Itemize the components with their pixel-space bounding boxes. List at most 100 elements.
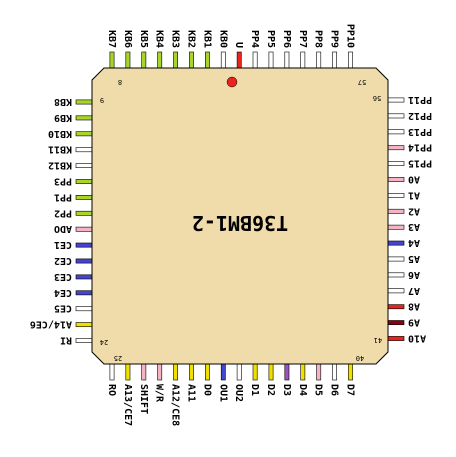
bottom-pin-7-lead [205, 363, 210, 381]
left-pin-16-label: RI [60, 335, 72, 346]
pin1-marker [226, 76, 238, 88]
left-pin-2-label: KB9 [54, 112, 72, 123]
top-pin-12-label: PP6 [281, 30, 292, 48]
bottom-pin-15-label: D6 [329, 384, 340, 396]
bottom-pin-2-label: A13/CE7 [122, 384, 133, 426]
bottom-pin-15-lead [332, 363, 337, 381]
right-pin-8-label: A2 [408, 205, 420, 216]
pin-number-bottom-right: 40 [356, 354, 364, 362]
top-pin-11-lead [268, 51, 274, 69]
left-pin-15-label: A14/CE6 [30, 319, 72, 330]
right-pin-11-label: A5 [408, 253, 420, 264]
right-pin-7-lead [387, 193, 405, 198]
top-pin-4-lead [157, 51, 163, 69]
bottom-pin-10-label: D1 [249, 384, 260, 396]
right-pin-6-lead [387, 177, 405, 182]
left-pin-12-lead [75, 274, 93, 280]
chip-body [91, 67, 389, 365]
top-pin-10-label: PP4 [249, 30, 260, 48]
right-pin-1-lead [387, 97, 405, 103]
left-pin-1-lead [75, 99, 93, 105]
right-pin-9-lead [387, 224, 405, 230]
bottom-pin-11-lead [268, 363, 274, 381]
top-pin-1-label: KB7 [106, 30, 117, 48]
pin-number-bottom-left: 25 [114, 354, 122, 362]
left-pin-4-lead [75, 147, 93, 153]
left-pin-13-lead [75, 290, 93, 296]
bottom-pin-9-lead [236, 363, 242, 381]
pin-number-top-right: 57 [358, 78, 366, 86]
pin-number-left-bottom: 24 [100, 338, 108, 346]
chip-name: T36BM1-2 [192, 211, 288, 235]
bottom-pin-14-label: D5 [313, 384, 324, 396]
left-pin-13-label: CE4 [54, 287, 72, 298]
left-pin-5-label: KB12 [48, 160, 72, 171]
left-pin-7-lead [75, 195, 93, 200]
bottom-pin-3-lead [141, 363, 147, 381]
right-pin-8-lead [387, 208, 405, 214]
top-pin-9-label: U [233, 42, 244, 48]
bottom-pin-8-label: OU1 [217, 384, 228, 402]
right-pin-14-label: A8 [408, 301, 420, 312]
top-pin-14-label: PP8 [313, 30, 324, 48]
top-pin-15-label: PP9 [329, 30, 340, 48]
left-pin-11-lead [75, 258, 93, 264]
top-pin-13-label: PP7 [297, 30, 308, 48]
pin-number-left-top: 9 [100, 96, 104, 104]
bottom-pin-2-lead [125, 363, 131, 381]
top-pin-6-label: KB2 [186, 30, 197, 48]
top-pin-6-lead [189, 51, 194, 69]
left-pin-12-label: CE3 [54, 271, 72, 282]
bottom-pin-9-label: OU2 [233, 384, 244, 402]
bottom-pin-1-lead [109, 363, 115, 381]
top-pin-15-lead [332, 51, 337, 69]
right-pin-4-label: PP14 [408, 142, 432, 153]
top-pin-4-label: KB4 [154, 30, 165, 48]
bottom-pin-14-lead [316, 363, 322, 381]
right-pin-5-label: PP15 [408, 158, 432, 169]
right-pin-5-lead [387, 161, 405, 166]
right-pin-7-label: A1 [408, 189, 420, 200]
right-pin-16-label: A10 [408, 333, 426, 344]
left-pin-8-lead [75, 210, 93, 216]
top-pin-2-lead [125, 51, 131, 69]
left-pin-8-label: PP2 [54, 207, 72, 218]
top-pin-9-lead [236, 51, 242, 69]
left-pin-16-lead [75, 338, 93, 343]
pin-number-right-top: 56 [373, 94, 381, 102]
right-pin-10-label: A4 [408, 237, 420, 248]
top-pin-13-lead [300, 51, 306, 69]
right-pin-1-label: PP11 [408, 94, 432, 105]
left-pin-11-label: CE2 [54, 255, 72, 266]
top-pin-5-label: KB3 [170, 30, 181, 48]
right-pin-14-lead [387, 304, 405, 310]
left-pin-1-label: KB8 [54, 96, 72, 107]
right-pin-15-label: A9 [408, 317, 420, 328]
top-pin-8-label: KB0 [217, 30, 228, 48]
left-pin-14-label: CE5 [54, 303, 72, 314]
left-pin-10-lead [75, 242, 93, 248]
right-pin-6-label: A0 [408, 174, 420, 185]
bottom-pin-4-lead [157, 363, 163, 381]
top-pin-1-lead [109, 51, 115, 69]
bottom-pin-5-label: A12/CE8 [170, 384, 181, 426]
top-pin-16-label: PP10 [345, 24, 356, 48]
top-pin-16-lead [348, 51, 353, 69]
left-pin-3-lead [75, 131, 93, 137]
bottom-pin-3-label: SHIFT [138, 384, 149, 414]
bottom-pin-11-label: D2 [265, 384, 276, 396]
right-pin-3-lead [387, 129, 405, 135]
bottom-pin-12-label: D3 [281, 384, 292, 396]
right-pin-3-label: PP13 [408, 126, 432, 137]
left-pin-10-label: CE1 [54, 239, 72, 250]
top-pin-8-lead [220, 51, 226, 69]
bottom-pin-4-label: W/R [154, 384, 165, 403]
top-pin-7-lead [205, 51, 210, 69]
bottom-pin-13-lead [300, 363, 306, 381]
right-pin-2-lead [387, 113, 405, 119]
pins-layer: KB7 KB6 KB5 KB4 KB3 KB2 KB1 KB0 U PP4 PP5 PP6 PP7 PP8… [30, 24, 432, 426]
bottom-pin-16-label: D7 [345, 384, 356, 396]
bottom-pin-6-label: A11 [186, 384, 197, 402]
